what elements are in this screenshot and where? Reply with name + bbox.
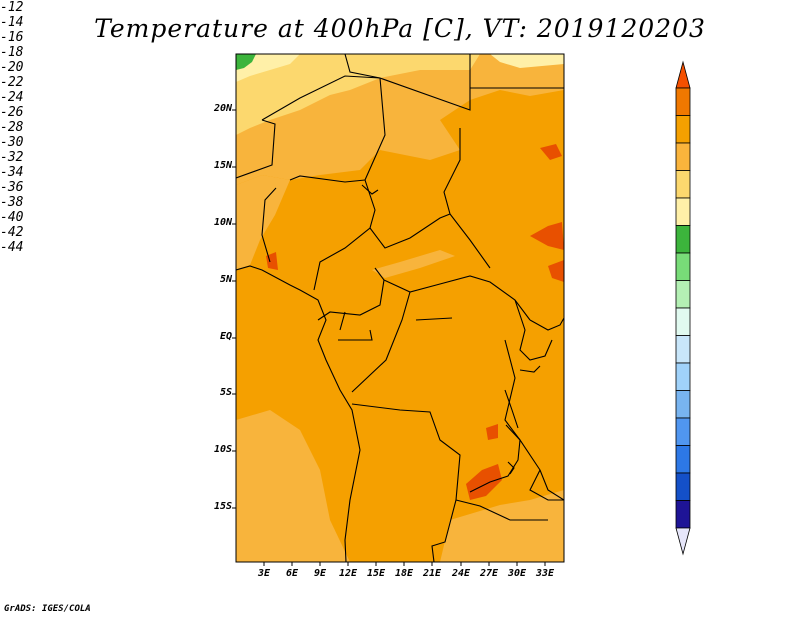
field-band-18-north <box>236 54 480 135</box>
colorbar-swatch <box>675 87 691 116</box>
field-band-12-east-a <box>540 144 562 160</box>
lat-label: 20N <box>213 103 232 114</box>
colorbar-label: -28 <box>0 120 24 135</box>
lon-label: 15E <box>366 568 386 579</box>
colorbar-swatch <box>675 390 691 419</box>
field-band-12-west <box>266 252 278 270</box>
colorbar-swatch <box>675 500 691 529</box>
colorbar-swatch <box>675 335 691 364</box>
colorbar-label: -34 <box>0 165 24 180</box>
colorbar-swatch <box>675 142 691 171</box>
colorbar-swatch <box>675 472 691 501</box>
lon-label: 3E <box>257 568 271 579</box>
colorbar-swatch <box>675 307 691 336</box>
field-band-16-southeast <box>440 490 564 562</box>
lon-label: 33E <box>535 568 555 579</box>
colorbar-swatch <box>675 115 691 144</box>
lon-label: 6E <box>285 568 299 579</box>
colorbar-swatch <box>675 280 691 309</box>
field-band-20-northeast <box>490 54 564 68</box>
colorbar-swatch <box>675 362 691 391</box>
field-band-16-central-streak <box>372 250 455 278</box>
colorbar-label: -22 <box>0 75 24 90</box>
colorbar-swatch <box>675 197 691 226</box>
colorbar-label: -20 <box>0 60 24 75</box>
colorbar-label: -12 <box>0 0 24 15</box>
colorbar-label: -18 <box>0 45 24 60</box>
colorbar-label: -40 <box>0 210 24 225</box>
lat-label: 15N <box>213 160 232 171</box>
colorbar-label: -38 <box>0 195 24 210</box>
lon-label: 24E <box>451 568 471 579</box>
field-band-12-east-c <box>548 260 564 282</box>
lat-label: EQ <box>219 331 232 342</box>
plot-frame <box>235 53 565 563</box>
colorbar <box>675 60 691 556</box>
map-title: Temperature at 400hPa [C], VT: 201912020… <box>94 14 706 43</box>
colorbar-swatch <box>675 417 691 446</box>
country-borders <box>236 54 564 562</box>
lon-label: 12E <box>338 568 358 579</box>
colorbar-label: -42 <box>0 225 24 240</box>
colorbar-label: -44 <box>0 240 24 255</box>
colorbar-label: -24 <box>0 90 24 105</box>
colorbar-label: -16 <box>0 30 24 45</box>
lon-label: 9E <box>313 568 327 579</box>
colorbar-label: -14 <box>0 15 24 30</box>
colorbar-label: -36 <box>0 180 24 195</box>
field-band-24-corner <box>236 54 256 70</box>
colorbar-labels: -12 -14 -16 -18 -20 -22 -24 -26 -28 -30 -32 -34 -36-… <box>0 0 800 255</box>
field-band-12-east-b <box>530 222 564 250</box>
colorbar-label: -32 <box>0 150 24 165</box>
colorbar-label: -30 <box>0 135 24 150</box>
colorbar-swatch <box>675 225 691 254</box>
field-band-12-southeast-b <box>486 424 498 440</box>
colorbar-swatch <box>675 445 691 474</box>
lat-label: 5S <box>219 387 232 398</box>
colorbar-bottom-arrow <box>675 527 691 556</box>
lon-label: 30E <box>507 568 527 579</box>
lat-label: 10N <box>213 217 232 228</box>
lat-label: 10S <box>213 444 232 455</box>
field-band-16-southwest <box>236 410 350 562</box>
axis-ticks <box>232 109 546 566</box>
field-band-12-southeast-a <box>466 464 502 500</box>
colorbar-swatch <box>675 170 691 199</box>
lat-label: 15S <box>213 501 232 512</box>
lat-label: 5N <box>219 274 232 285</box>
lon-label: 18E <box>394 568 414 579</box>
lon-label: 27E <box>479 568 499 579</box>
colorbar-top-arrow <box>675 60 691 89</box>
colorbar-label: -26 <box>0 105 24 120</box>
credit-text: GrADS: IGES/COLA <box>4 604 91 614</box>
lon-label: 21E <box>422 568 442 579</box>
colorbar-swatch <box>675 252 691 281</box>
temperature-field <box>236 54 564 562</box>
